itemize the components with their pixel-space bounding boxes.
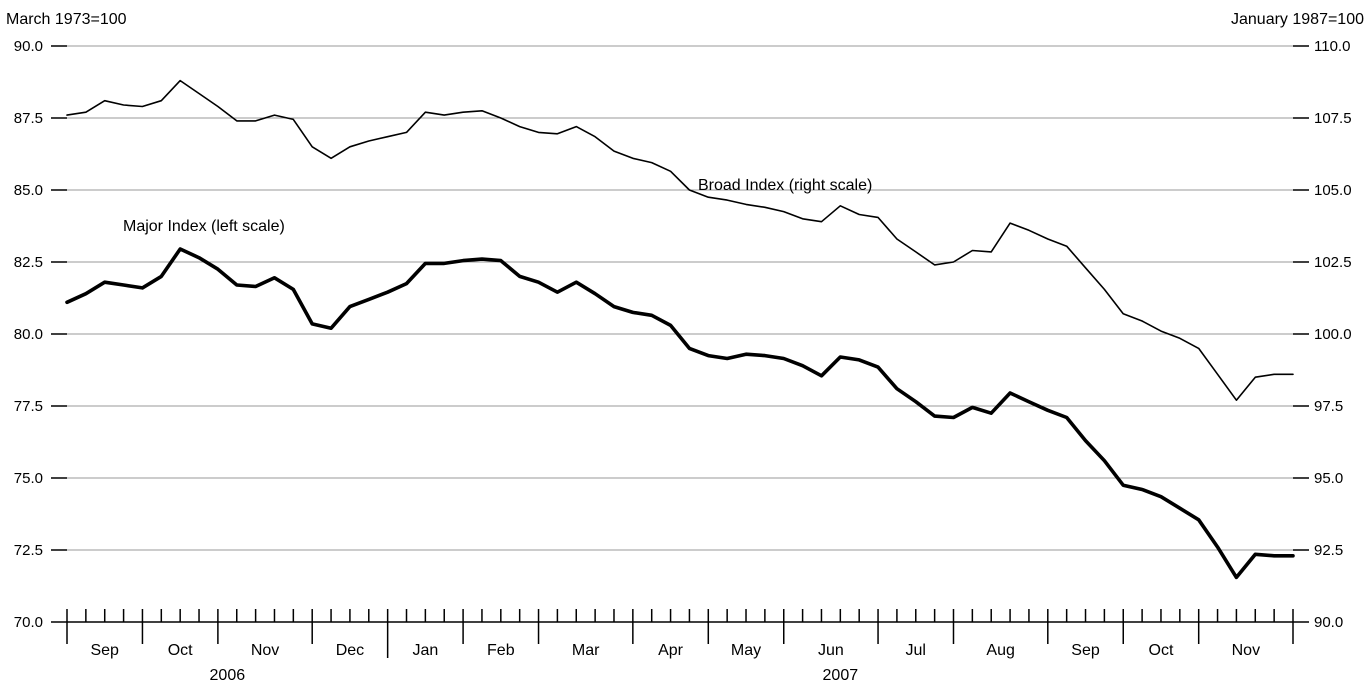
left-tick-label: 85.0 <box>14 182 43 199</box>
left-tick-label: 72.5 <box>14 542 43 559</box>
year-label: 2007 <box>823 667 859 683</box>
month-label: Oct <box>1149 642 1174 659</box>
right-axis: 90.0 92.5 95.0 97.5 100.0 102.5 105.0 107.5 110.… <box>1293 38 1352 631</box>
right-tick-label: 92.5 <box>1314 542 1343 559</box>
series-label-major-index: Major Index (left scale) <box>123 218 285 235</box>
left-tick-label: 75.0 <box>14 470 43 487</box>
month-label: Nov <box>251 642 279 659</box>
right-tick-label: 107.5 <box>1314 110 1352 127</box>
month-label: Jan <box>412 642 438 659</box>
right-tick-label: 100.0 <box>1314 326 1352 343</box>
broad-index-line <box>66 79 1294 402</box>
gridlines <box>67 45 1293 551</box>
left-tick-label: 90.0 <box>14 38 43 55</box>
month-label: Oct <box>168 642 193 659</box>
left-axis-unit-label: March 1973=100 <box>6 11 127 28</box>
month-label: Mar <box>572 642 600 659</box>
month-label: Dec <box>336 642 364 659</box>
right-tick-label: 105.0 <box>1314 182 1352 199</box>
month-label: May <box>731 642 761 659</box>
left-tick-label: 82.5 <box>14 254 43 271</box>
month-label: Feb <box>487 642 515 659</box>
left-tick-label: 80.0 <box>14 326 43 343</box>
month-label: Nov <box>1232 642 1260 659</box>
month-label: Sep <box>1071 642 1100 659</box>
right-tick-label: 110.0 <box>1314 38 1350 55</box>
major-index-line <box>65 247 1295 580</box>
right-axis-unit-label: January 1987=100 <box>1231 11 1364 28</box>
month-label: Aug <box>986 642 1014 659</box>
month-label: Sep <box>90 642 119 659</box>
x-axis: Sep Oct Nov Dec Jan Feb Mar Apr May Jun Jul Aug Sep O… <box>66 609 1294 683</box>
left-tick-label: 87.5 <box>14 110 43 127</box>
month-label: Jul <box>906 642 926 659</box>
month-label: Apr <box>658 642 684 659</box>
right-tick-label: 90.0 <box>1314 614 1343 631</box>
right-tick-label: 102.5 <box>1314 254 1352 271</box>
right-tick-label: 97.5 <box>1314 398 1343 415</box>
left-axis: 70.0 72.5 75.0 77.5 80.0 82.5 85.0 87.5 90.0 <box>14 38 67 631</box>
left-tick-label: 77.5 <box>14 398 43 415</box>
left-tick-label: 70.0 <box>14 614 43 631</box>
series-label-broad-index: Broad Index (right scale) <box>698 177 872 194</box>
month-label: Jun <box>818 642 844 659</box>
right-tick-label: 95.0 <box>1314 470 1343 487</box>
series-lines <box>65 79 1295 580</box>
year-label: 2006 <box>210 667 246 683</box>
